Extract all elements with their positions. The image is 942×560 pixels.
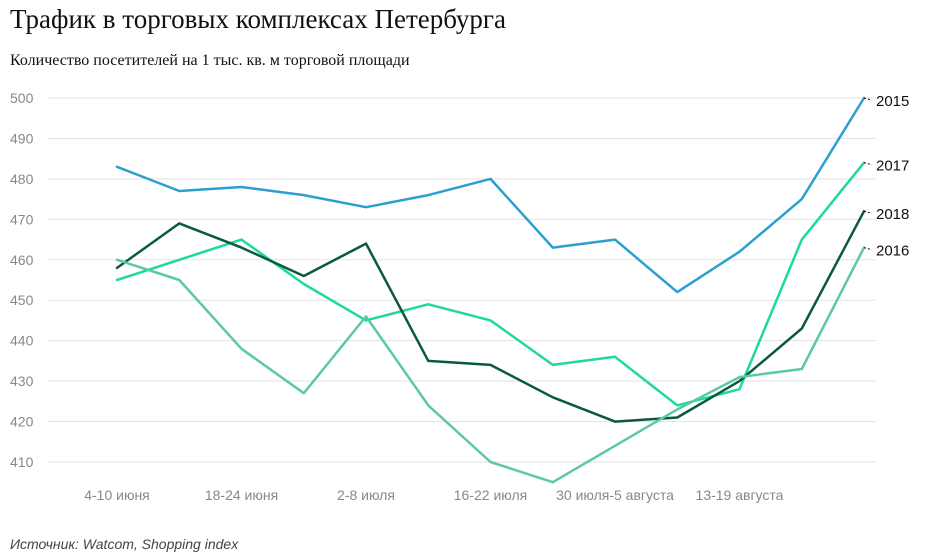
x-tick-label: 16-22 июля (454, 487, 527, 503)
y-tick-label: 430 (10, 373, 34, 389)
series-line-2016 (115, 246, 866, 484)
series-label-leader (863, 97, 873, 101)
series-label-2016: 2016 (876, 243, 909, 260)
y-tick-label: 460 (10, 252, 34, 268)
y-tick-label: 450 (10, 292, 34, 308)
y-tick-label: 500 (10, 90, 34, 106)
y-tick-label: 410 (10, 454, 34, 470)
y-tick-label: 420 (10, 414, 34, 430)
x-tick-label: 30 июля-5 августа (556, 487, 674, 503)
chart-title: Трафик в торговых комплексах Петербурга (10, 4, 506, 34)
series-label-leader (863, 210, 873, 214)
x-tick-label: 2-8 июля (337, 487, 395, 503)
series-label-2018: 2018 (876, 206, 909, 223)
y-tick-label: 470 (10, 211, 34, 227)
x-tick-label: 4-10 июня (84, 487, 150, 503)
x-tick-label: 18-24 июня (205, 487, 278, 503)
series-label-2017: 2017 (876, 158, 909, 175)
chart-subtitle: Количество посетителей на 1 тыс. кв. м т… (10, 52, 410, 69)
y-tick-label: 490 (10, 130, 34, 146)
series-line-2015 (115, 96, 866, 294)
source-note: Источник: Watcom, Shopping index (10, 536, 239, 552)
series-line-2018 (115, 209, 866, 423)
y-tick-label: 440 (10, 333, 34, 349)
series-label-2015: 2015 (876, 93, 909, 110)
series-label-leader (863, 162, 873, 166)
series-label-leader (863, 247, 873, 251)
x-tick-label: 13-19 августа (696, 487, 784, 503)
y-tick-label: 480 (10, 171, 34, 187)
series-line-2017 (115, 161, 866, 407)
